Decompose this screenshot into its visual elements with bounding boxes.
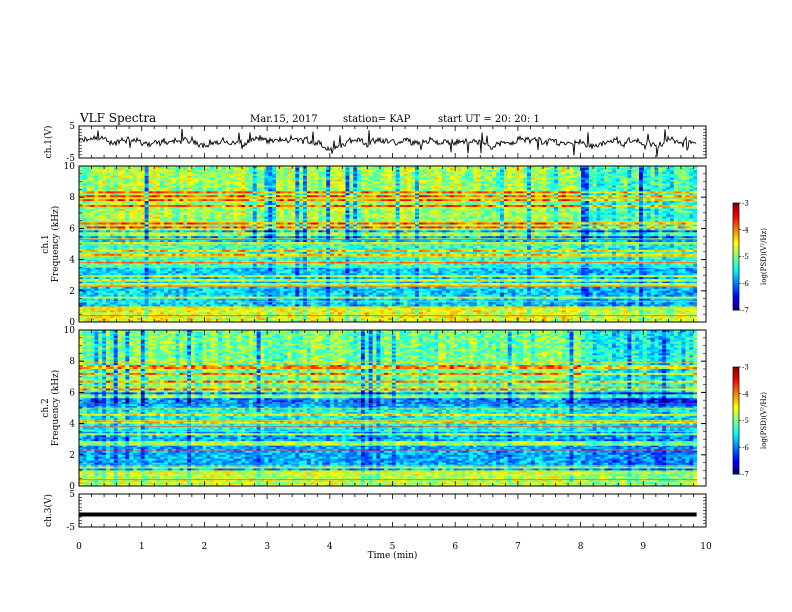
station-label: station= KAP [343, 114, 411, 125]
date-label: Mar.15, 2017 [250, 114, 318, 125]
start-time-label: start UT = 20: 20: 1 [438, 114, 540, 125]
y-tick-label: 5 [69, 122, 75, 132]
ch1-voltage-line [79, 129, 696, 157]
ch1-voltage-panel: 5-5ch.1(V) [43, 122, 706, 164]
figure-title: VLF Spectra [79, 111, 156, 125]
y-axis-label: ch.1(V) [43, 126, 54, 159]
